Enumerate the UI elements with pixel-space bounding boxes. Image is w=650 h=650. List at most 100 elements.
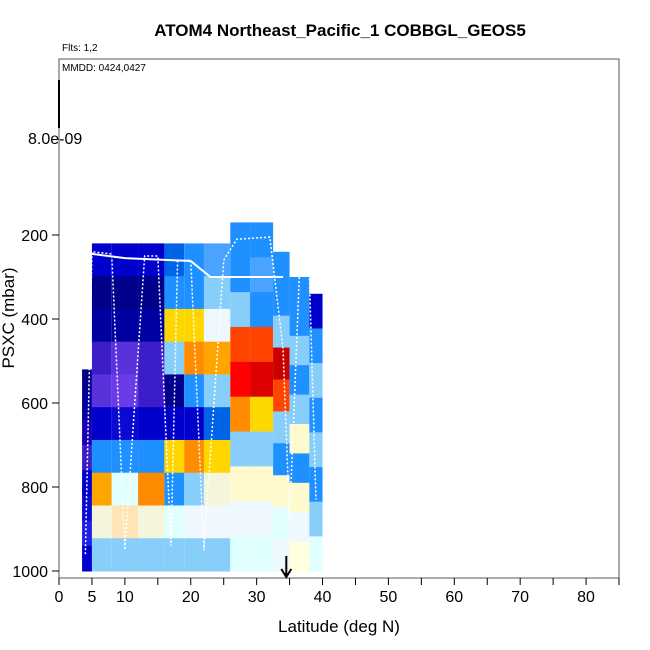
y-axis-label: PSXC (mbar): [0, 267, 18, 368]
heatmap-cell: [184, 472, 204, 506]
heatmap-cell: [250, 466, 274, 502]
heatmap-cell: [203, 407, 231, 441]
heatmap-cell: [289, 335, 310, 366]
axes-layer: 0 5 10 20 30 40 50 60 70 80 200 400 600 800 1000: [12, 228, 620, 606]
heatmap-cell: [273, 379, 290, 412]
heatmap-cell: [82, 394, 92, 421]
flight-track-layer: [84, 236, 317, 579]
x-tick-label: 20: [182, 589, 200, 606]
heatmap-cell: [138, 472, 165, 506]
heatmap-cell: [184, 341, 204, 375]
heatmap-cell: [250, 501, 274, 537]
heatmap-cell: [91, 341, 112, 375]
heatmap-cell: [111, 505, 139, 539]
heatmap-cell: [82, 520, 92, 547]
heatmap-cell: [309, 328, 323, 364]
flight-track-top-line: [91, 252, 283, 278]
flight-track-line: [84, 236, 317, 555]
heatmap-cell: [230, 396, 251, 433]
heatmap-cell: [230, 501, 251, 537]
y-tick-label: 1000: [12, 564, 48, 581]
heatmap-cell: [230, 257, 251, 293]
heatmap-cell: [91, 538, 112, 572]
heatmap-cell: [138, 407, 165, 441]
x-tick-label: 5: [87, 589, 96, 606]
marker-arrow-head: [280, 568, 293, 579]
heatmap-cell: [309, 467, 323, 503]
dates-label: MMDD: 0424,0427: [62, 63, 146, 74]
heatmap-cell: [138, 439, 165, 474]
heatmap-cell: [289, 365, 310, 396]
heatmap-cell: [164, 276, 185, 310]
heatmap-cell: [184, 374, 204, 408]
heatmap-cell: [164, 308, 185, 343]
heatmap-cell: [250, 326, 274, 363]
heatmap-cell: [309, 397, 323, 433]
heatmap-cell: [250, 222, 274, 258]
heatmap-cell: [184, 439, 204, 474]
heatmap-cell: [91, 276, 112, 310]
heatmap-cell: [309, 432, 323, 468]
heatmap-cell: [91, 308, 112, 343]
x-axis-label: Latitude (deg N): [278, 617, 400, 636]
heatmap-cell: [250, 292, 274, 328]
heatmap-cell: [203, 243, 231, 277]
heatmap-cell: [91, 472, 112, 506]
heatmap-cell: [138, 374, 165, 408]
heatmap-cell: [289, 482, 310, 513]
heatmap-cell: [273, 507, 290, 540]
heatmap-cell: [230, 466, 251, 502]
heatmap-cell: [111, 341, 139, 375]
heatmap-cell: [309, 363, 323, 399]
heatmap-cell: [91, 374, 112, 408]
heatmap-cell: [203, 472, 231, 506]
heatmap-cell: [184, 407, 204, 441]
heatmap-cell: [91, 243, 112, 277]
heatmap-cell: [250, 361, 274, 398]
heatmap-cell: [309, 293, 323, 329]
heatmap-cell: [184, 505, 204, 539]
heatmap-cell: [250, 257, 274, 293]
heatmap-cell: [203, 374, 231, 408]
heatmap-cell: [164, 505, 185, 539]
heatmap-cell: [289, 453, 310, 484]
heatmap-cell: [164, 341, 185, 375]
heatmap-cell: [111, 472, 139, 506]
heatmap-cell: [164, 374, 185, 408]
heatmap-cell: [273, 475, 290, 508]
heatmap-cell: [273, 283, 290, 317]
heatmap-cell: [230, 292, 251, 328]
heatmap-cell: [91, 439, 112, 474]
heatmap-cell: [184, 276, 204, 310]
heatmap-cell: [82, 545, 92, 572]
x-tick-label: 30: [248, 589, 266, 606]
heatmap-cell: [273, 251, 290, 285]
heatmap-cell: [111, 243, 139, 277]
heatmap-cell: [289, 306, 310, 337]
heatmap-cell: [289, 277, 310, 307]
heatmap-cell: [289, 394, 310, 425]
heatmap-cell: [82, 419, 92, 446]
y-tick-label: 200: [21, 228, 48, 245]
heatmap-cell: [250, 396, 274, 433]
heatmap-cell: [111, 439, 139, 474]
x-tick-label: 40: [314, 589, 332, 606]
heatmap-cell: [273, 443, 290, 476]
heatmap-cell: [82, 369, 92, 396]
x-tick-label: 80: [577, 589, 595, 606]
heatmap-cell: [203, 505, 231, 539]
x-tick-label: 50: [380, 589, 398, 606]
heatmap-cell: [138, 538, 165, 572]
y-tick-label: 800: [21, 480, 48, 497]
heatmap-cell: [164, 439, 185, 474]
x-tick-label: 0: [55, 589, 64, 606]
heatmap-cell: [111, 276, 139, 310]
heatmap-cell: [91, 505, 112, 539]
flights-label: Flts: 1,2: [62, 43, 98, 54]
heatmap-cell: [230, 361, 251, 398]
colorbar-value-label: 8.0e-09: [28, 131, 82, 148]
x-tick-label: 70: [511, 589, 529, 606]
heatmap-cell: [91, 407, 112, 441]
heatmap-cell: [203, 308, 231, 343]
chart-title: ATOM4 Northeast_Pacific_1 COBBGL_GEOS5: [154, 21, 526, 40]
